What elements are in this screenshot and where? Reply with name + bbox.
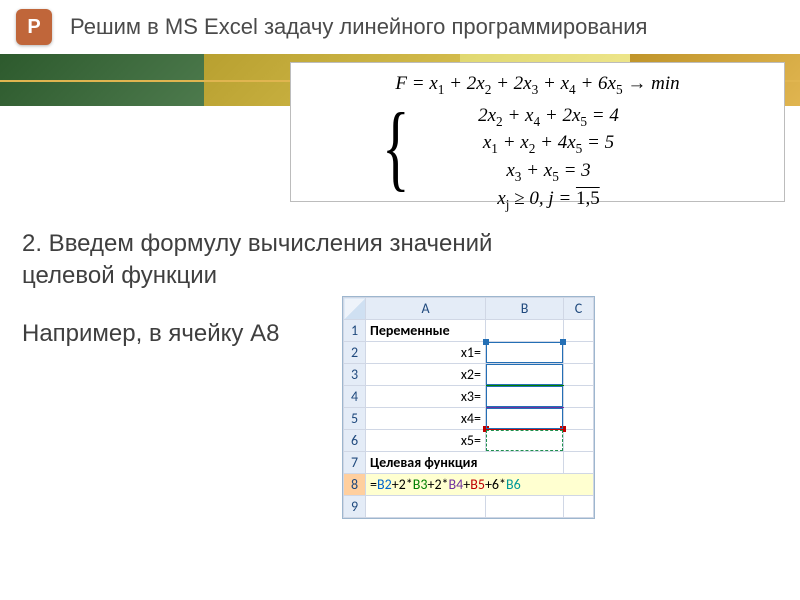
cell-A7: Целевая функция bbox=[366, 452, 564, 474]
cell-A5: x4= bbox=[366, 408, 486, 430]
body-paragraph-2: Например, в ячейку A8 bbox=[22, 318, 332, 350]
cell-C2 bbox=[564, 342, 594, 364]
cell-B3 bbox=[486, 364, 564, 386]
excel-table: A B C 1 Переменные 2 x1= 3 x2= 4 bbox=[343, 297, 594, 518]
cell-A9 bbox=[366, 496, 486, 518]
cell-C5 bbox=[564, 408, 594, 430]
powerpoint-logo: P bbox=[16, 9, 52, 45]
cell-A6: x5= bbox=[366, 430, 486, 452]
logo-letter: P bbox=[27, 16, 40, 39]
formula-box: F = x1 + 2x2 + 2x3 + x4 + 6x5 → min { 2x… bbox=[290, 62, 785, 202]
table-row: 1 Переменные bbox=[344, 320, 594, 342]
cell-A8-formula: =B2+2*B3+2*B4+B5+6*B6 bbox=[366, 474, 594, 496]
column-header-row: A B C bbox=[344, 298, 594, 320]
cell-A1: Переменные bbox=[366, 320, 486, 342]
cell-B1 bbox=[486, 320, 564, 342]
col-header-A: A bbox=[366, 298, 486, 320]
table-row: 7 Целевая функция bbox=[344, 452, 594, 474]
cell-A4: x3= bbox=[366, 386, 486, 408]
row-header: 5 bbox=[344, 408, 366, 430]
row-header: 7 bbox=[344, 452, 366, 474]
row-header: 9 bbox=[344, 496, 366, 518]
row-header: 1 bbox=[344, 320, 366, 342]
cell-B5 bbox=[486, 408, 564, 430]
col-header-C: C bbox=[564, 298, 594, 320]
cell-C6 bbox=[564, 430, 594, 452]
table-row: 4 x3= bbox=[344, 386, 594, 408]
cell-C3 bbox=[564, 364, 594, 386]
row-header: 2 bbox=[344, 342, 366, 364]
constraint-row: 2x2 + x4 + 2x5 = 4 bbox=[404, 103, 694, 131]
col-header-B: B bbox=[486, 298, 564, 320]
header-bar: P Решим в MS Excel задачу линейного прог… bbox=[0, 0, 800, 54]
cell-C9 bbox=[564, 496, 594, 518]
table-row: 3 x2= bbox=[344, 364, 594, 386]
table-row: 6 x5= bbox=[344, 430, 594, 452]
select-all-corner bbox=[344, 298, 366, 320]
cell-B2 bbox=[486, 342, 564, 364]
body-paragraph-1: 2. Введем формулу вычисления значений це… bbox=[22, 228, 542, 293]
constraint-row: x1 + x2 + 4x5 = 5 bbox=[404, 130, 694, 158]
cell-B4 bbox=[486, 386, 564, 408]
formula-text: =B2+2*B3+2*B4+B5+6*B6 bbox=[370, 476, 521, 493]
cell-A3: x2= bbox=[366, 364, 486, 386]
selection-handle bbox=[483, 339, 489, 345]
row-header: 4 bbox=[344, 386, 366, 408]
table-row: 2 x1= bbox=[344, 342, 594, 364]
curly-brace: { bbox=[382, 99, 410, 195]
cell-C4 bbox=[564, 386, 594, 408]
cell-B6 bbox=[486, 430, 564, 452]
table-row-formula: 8 =B2+2*B3+2*B4+B5+6*B6 bbox=[344, 474, 594, 496]
cell-A2: x1= bbox=[366, 342, 486, 364]
table-row: 9 bbox=[344, 496, 594, 518]
constraint-system: { 2x2 + x4 + 2x5 = 4 x1 + x2 + 4x5 = 5 x… bbox=[382, 103, 694, 214]
row-header: 8 bbox=[344, 474, 366, 496]
slide-title: Решим в MS Excel задачу линейного програ… bbox=[70, 14, 647, 40]
objective-function: F = x1 + 2x2 + 2x3 + x4 + 6x5 → min bbox=[301, 71, 774, 99]
constraint-row: xj ≥ 0, j = 1,5 bbox=[404, 186, 694, 214]
cell-B9 bbox=[486, 496, 564, 518]
constraint-row: x3 + x5 = 3 bbox=[404, 158, 694, 186]
excel-screenshot: A B C 1 Переменные 2 x1= 3 x2= 4 bbox=[342, 296, 595, 519]
cell-C1 bbox=[564, 320, 594, 342]
table-row: 5 x4= bbox=[344, 408, 594, 430]
selection-handle bbox=[560, 339, 566, 345]
cell-C7 bbox=[564, 452, 594, 474]
row-header: 6 bbox=[344, 430, 366, 452]
row-header: 3 bbox=[344, 364, 366, 386]
